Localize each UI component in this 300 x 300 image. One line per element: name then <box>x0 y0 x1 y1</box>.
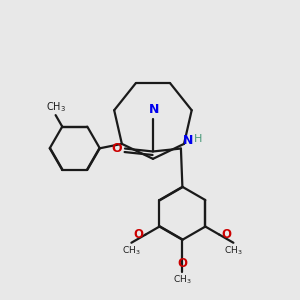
Text: CH$_3$: CH$_3$ <box>46 100 66 114</box>
Text: CH$_3$: CH$_3$ <box>122 244 141 257</box>
Text: O: O <box>133 228 143 241</box>
Text: CH$_3$: CH$_3$ <box>173 274 192 286</box>
Text: O: O <box>177 257 188 271</box>
Text: CH$_3$: CH$_3$ <box>224 244 243 257</box>
Text: N: N <box>149 103 160 116</box>
Text: N: N <box>182 134 193 147</box>
Text: H: H <box>194 134 202 144</box>
Text: O: O <box>222 228 232 241</box>
Text: O: O <box>111 142 122 155</box>
